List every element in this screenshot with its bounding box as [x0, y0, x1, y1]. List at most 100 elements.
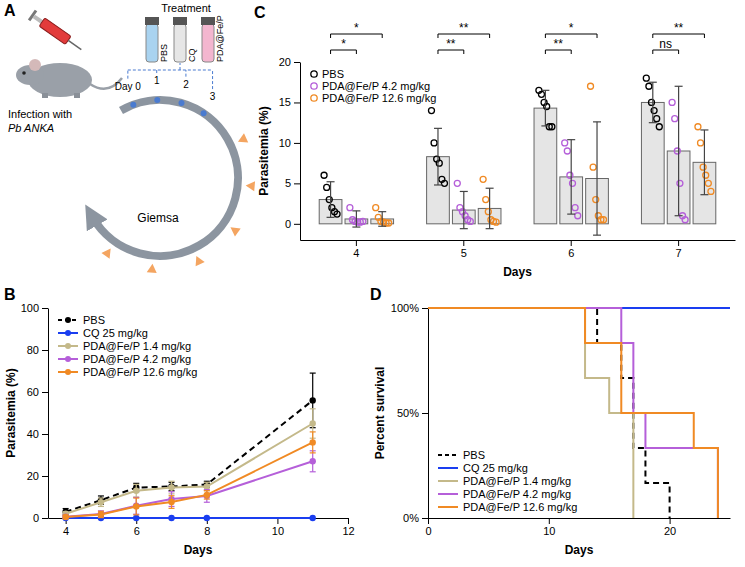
legend-swatch [438, 480, 458, 482]
legend-item: CQ 25 mg/kg [438, 462, 528, 474]
significance-label: ** [459, 21, 469, 35]
point [204, 483, 210, 489]
point [493, 219, 499, 225]
legend-label: PDA@Fe/P 12.6 mg/kg [83, 366, 197, 378]
panel-letter: C [254, 4, 266, 21]
point [672, 116, 678, 122]
point [133, 503, 139, 509]
sampling-marker [236, 133, 248, 146]
error-bar [567, 140, 575, 214]
error-cap [204, 502, 210, 503]
tick-label: 0 [33, 512, 39, 524]
error-cap [169, 491, 175, 492]
error-cap [204, 490, 210, 491]
plot-area [428, 308, 730, 518]
point [168, 515, 174, 521]
dashed-link [212, 70, 213, 89]
diagram: AInfection withPb ANKADay 0123TreatmentP… [4, 2, 255, 273]
error-cap [310, 471, 316, 472]
point [483, 197, 489, 203]
y-axis-line [48, 309, 49, 519]
point [643, 75, 649, 81]
significance-label: ** [674, 21, 684, 35]
error-bar [310, 432, 316, 453]
point [310, 515, 316, 521]
error-cap [434, 128, 442, 129]
legend-swatch [438, 454, 458, 456]
x-axis-line [49, 518, 349, 519]
error-cap [434, 184, 442, 185]
tick-mark [42, 518, 48, 519]
error-line [382, 212, 383, 227]
tick-mark [571, 240, 572, 246]
day-dot [178, 100, 184, 106]
point [705, 180, 711, 186]
infection-label: Infection with [8, 108, 72, 120]
tick-mark [348, 518, 349, 524]
error-bar [593, 122, 601, 235]
tick-label: 10 [279, 137, 291, 149]
tick-label: 6 [568, 247, 574, 259]
vial [202, 24, 214, 62]
x-axis: 4567 [301, 240, 736, 259]
legend-item: PDA@Fe/P 1.4 mg/kg [58, 340, 191, 352]
point [590, 164, 596, 170]
x-axis-title: Days [184, 543, 213, 557]
legend: PBSCQ 25 mg/kgPDA@Fe/P 1.4 mg/kgPDA@Fe/P… [58, 314, 197, 378]
sampling-marker [101, 246, 114, 259]
tick: 20 [27, 470, 48, 482]
tick-mark [42, 308, 48, 309]
error-cap [133, 484, 139, 485]
tick: 7 [676, 240, 682, 259]
tick-mark [294, 102, 300, 103]
error-bar [204, 490, 210, 503]
legend-swatch [438, 506, 458, 508]
point [656, 124, 662, 130]
error-cap [310, 452, 316, 453]
line [428, 308, 718, 518]
line [428, 308, 718, 518]
panel: 010200%50%100%DaysPercent survivalDPBSCQ… [370, 286, 731, 557]
error-bar [352, 211, 360, 227]
panel: 456705101520DaysParasitemia (%)C********… [254, 4, 736, 279]
point [588, 83, 594, 89]
panel-letter: B [4, 286, 16, 303]
error-bar [541, 90, 549, 126]
series [62, 373, 315, 515]
point [575, 213, 581, 219]
legend-item: PDA@Fe/P 12.6 mg/kg [311, 92, 436, 104]
series [428, 308, 633, 518]
error-line [463, 191, 464, 228]
error-cap [204, 482, 210, 483]
tick-label: 12 [342, 525, 354, 537]
point [386, 220, 392, 226]
plot-area [62, 373, 315, 521]
error-cap [133, 483, 139, 484]
point [310, 420, 316, 426]
tick: 0 [425, 518, 431, 537]
tick-label: 5 [461, 247, 467, 259]
error-cap [310, 408, 316, 409]
series [62, 432, 315, 520]
figure: AInfection withPb ANKADay 0123TreatmentP… [0, 0, 745, 567]
bar [534, 108, 557, 224]
point [467, 218, 473, 224]
error-bar [434, 128, 442, 185]
legend-marker [65, 356, 71, 362]
tick: 0% [403, 512, 428, 524]
error-cap [133, 496, 139, 497]
error-bar [700, 130, 708, 195]
point [326, 197, 332, 203]
point [601, 217, 607, 223]
tick-mark [422, 413, 428, 414]
tick-mark [294, 143, 300, 144]
error-cap [593, 121, 601, 122]
point [648, 99, 654, 105]
tick-label: 100% [391, 302, 419, 314]
treatment-label: PBS [159, 44, 169, 62]
y-axis-line [428, 309, 429, 519]
day-label: Day 0 [115, 81, 142, 92]
day-dot [154, 97, 160, 103]
mouse [16, 59, 122, 98]
readout-label: Giemsa [137, 211, 179, 225]
